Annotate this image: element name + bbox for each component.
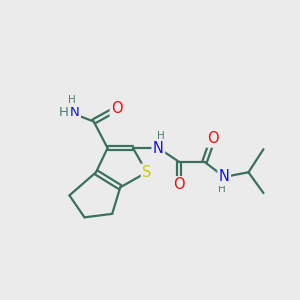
Text: O: O [111,101,123,116]
Text: O: O [173,178,185,193]
Text: O: O [207,131,218,146]
Text: N: N [153,140,164,155]
Text: H: H [58,106,68,119]
Text: N: N [219,169,230,184]
Text: H: H [68,94,76,104]
Text: H: H [218,184,226,194]
Text: S: S [142,165,152,180]
Text: H: H [157,131,165,142]
Text: N: N [70,106,80,119]
